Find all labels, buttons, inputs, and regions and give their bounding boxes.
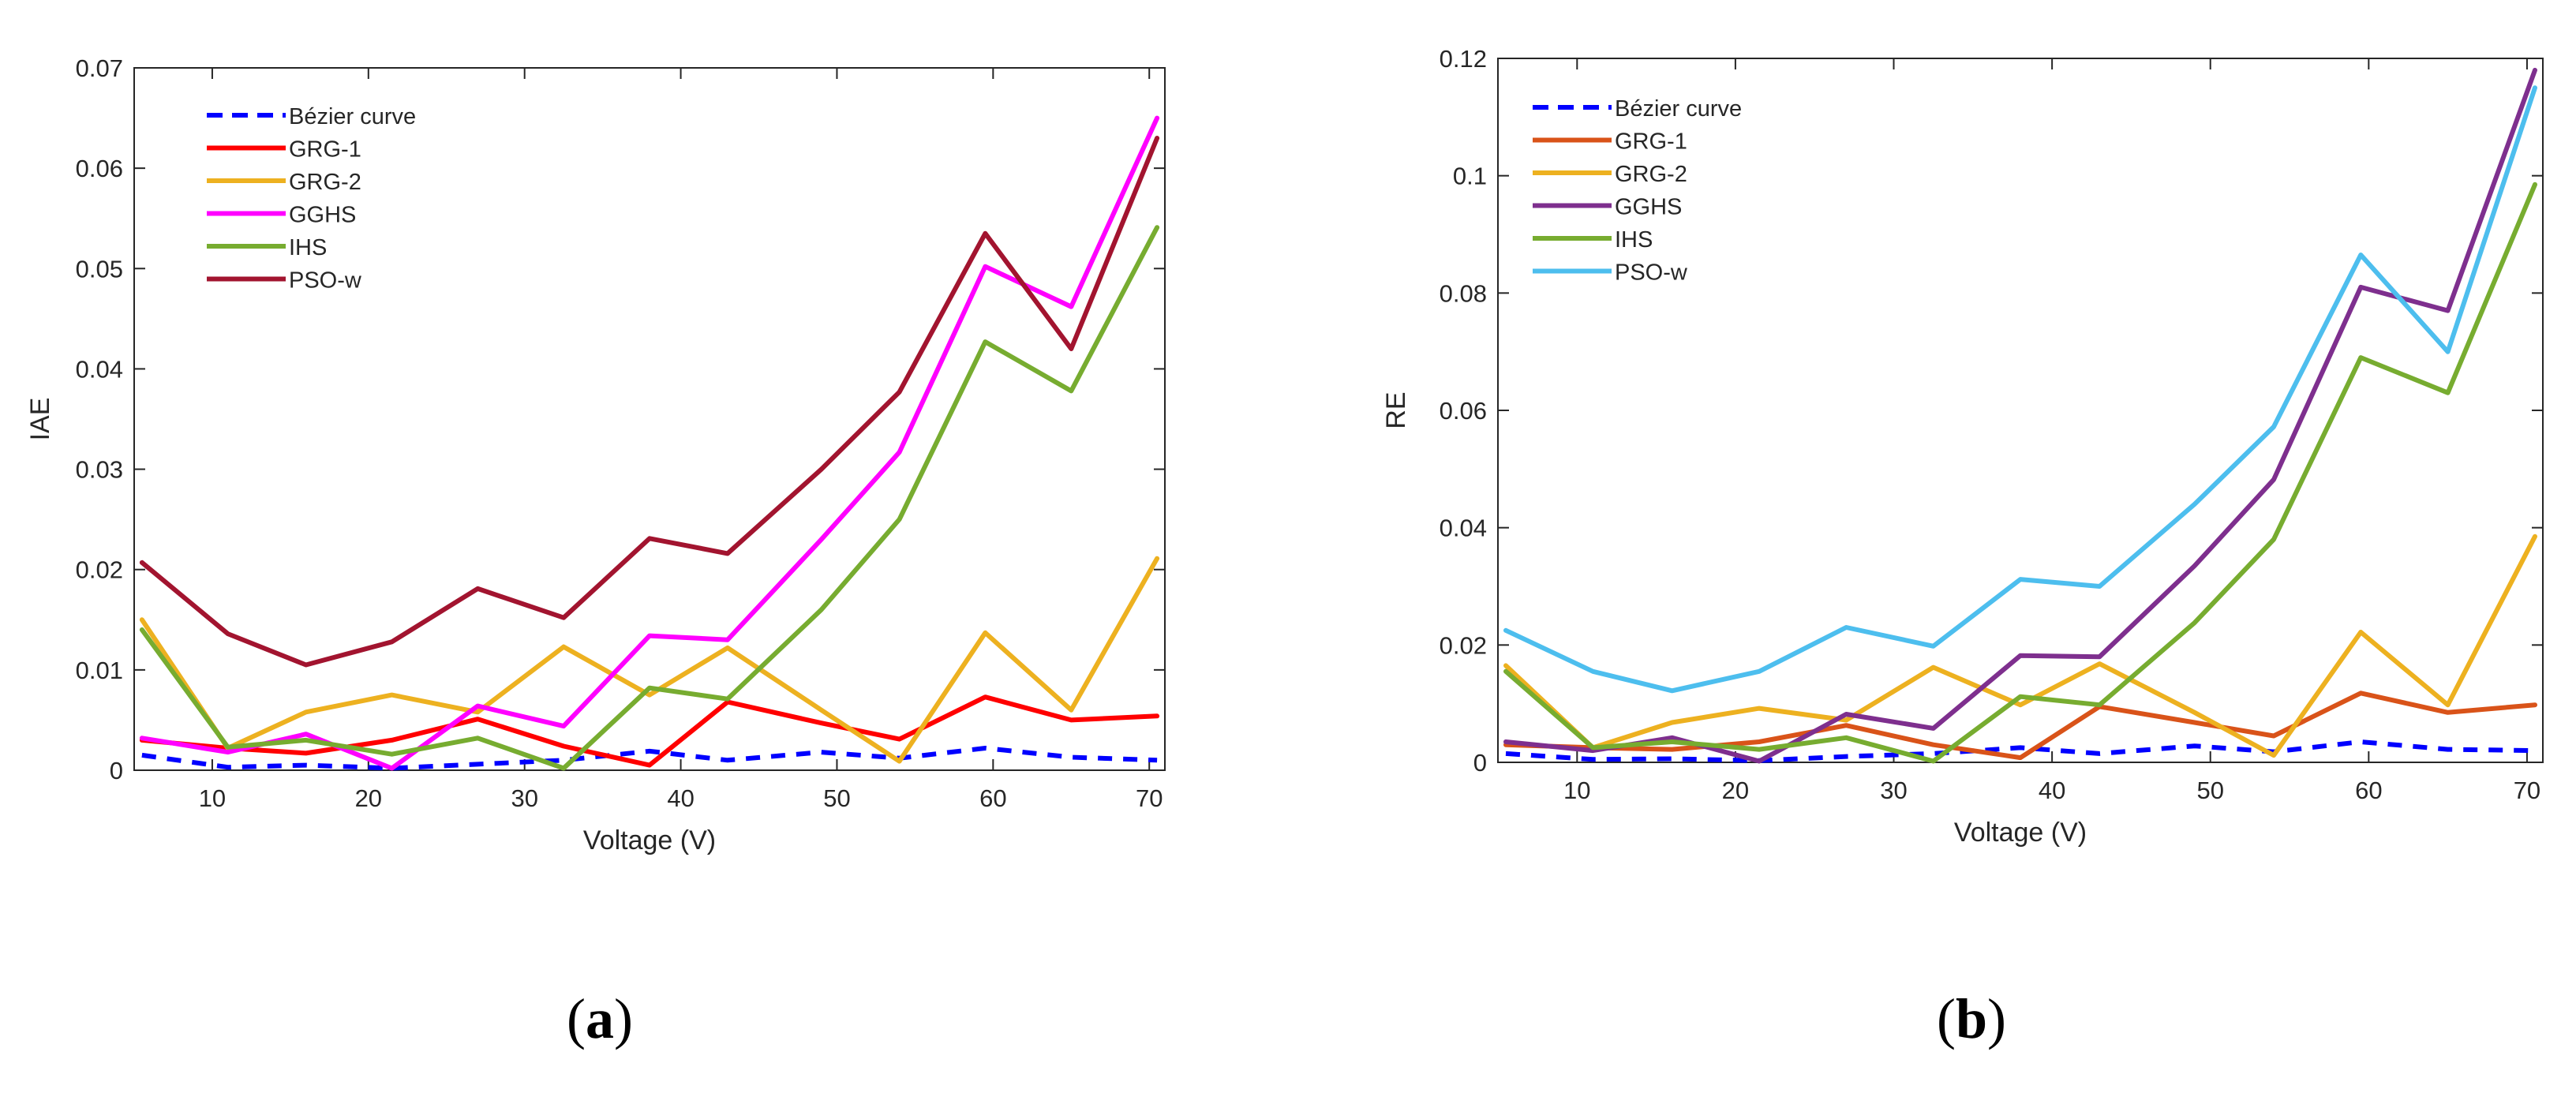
legend-a: Bézier curve GRG-1 GRG-2 GGHS IHS PSO-w <box>207 104 416 294</box>
x-axis-label: Voltage (V) <box>1954 818 2087 848</box>
series-line-pso-w <box>139 136 1160 668</box>
legend-label: IHS <box>289 235 327 260</box>
x-tick-label: 70 <box>2514 777 2540 804</box>
x-tick-label: 20 <box>355 784 382 812</box>
legend-label: GRG-1 <box>289 137 361 163</box>
series-line-grg-2 <box>1503 533 2537 758</box>
chart-panel-a: 0 0.01 0.02 0.03 0.04 0.05 0.06 0.07 10 20 30 40 50 6… <box>25 54 1166 855</box>
legend-b: Bézier curve GRG-1 GRG-2 GGHS IHS PSO-w <box>1533 96 1742 286</box>
legend-label: GRG-1 <box>1615 129 1687 155</box>
series-line-b-zier-curve <box>1505 739 2536 763</box>
x-tick-label: 40 <box>2039 777 2065 804</box>
y-tick-label: 0.06 <box>1440 397 1487 425</box>
legend-label: Bézier curve <box>289 104 416 129</box>
x-tick-label: 30 <box>511 784 537 812</box>
legend-label: PSO-w <box>289 268 362 294</box>
series-line-ihs <box>1503 182 2537 764</box>
y-tick-label: 0.03 <box>76 456 123 484</box>
y-tick-label: 0.02 <box>76 556 123 584</box>
panel-caption-b: (b) <box>1936 987 2006 1050</box>
legend-label: GRG-2 <box>289 170 361 195</box>
y-tick-label: 0.1 <box>1453 163 1487 190</box>
series-line-grg-2 <box>139 556 1160 764</box>
series-line-grg-1 <box>1503 691 2537 761</box>
y-tick-label: 0.02 <box>1440 631 1487 659</box>
series-line-gghs <box>1503 67 2537 764</box>
y-tick-label: 0.06 <box>76 155 123 182</box>
panel-caption-a: (a) <box>567 987 633 1050</box>
series-line-gghs <box>139 115 1160 771</box>
chart-panel-b: 0 0.02 0.04 0.06 0.08 0.1 0.12 10 20 30 40 50 60 70 Vo… <box>1381 45 2544 848</box>
legend-label: PSO-w <box>1615 260 1688 286</box>
y-tick-label: 0.04 <box>1440 515 1487 542</box>
y-tick-label: 0 <box>110 757 123 784</box>
x-tick-label: 50 <box>2196 777 2223 804</box>
legend-label: IHS <box>1615 227 1653 253</box>
y-tick-label: 0.07 <box>76 54 123 82</box>
x-tick-label: 70 <box>1136 784 1163 812</box>
x-tick-label: 20 <box>1722 777 1749 804</box>
x-tick-label: 10 <box>1563 777 1590 804</box>
y-axis-label: IAE <box>25 398 55 441</box>
series-line-pso-w <box>1503 85 2537 694</box>
series-line-ihs <box>139 225 1160 771</box>
legend-label: Bézier curve <box>1615 96 1742 122</box>
x-tick-label: 50 <box>823 784 850 812</box>
y-tick-label: 0 <box>1473 749 1487 777</box>
x-tick-label: 40 <box>667 784 694 812</box>
plot-area-a <box>133 67 1166 771</box>
y-tick-label: 0.08 <box>1440 279 1487 307</box>
x-tick-label: 10 <box>199 784 226 812</box>
legend-label: GGHS <box>289 203 356 228</box>
y-axis-label: RE <box>1381 391 1411 429</box>
series-line-b-zier-curve <box>141 746 1158 771</box>
y-tick-label: 0.04 <box>76 355 123 383</box>
x-tick-label: 60 <box>2355 777 2382 804</box>
y-tick-label: 0.01 <box>76 657 123 684</box>
legend-label: GRG-2 <box>1615 162 1687 187</box>
legend-label: GGHS <box>1615 195 1682 220</box>
y-tick-label: 0.05 <box>76 255 123 283</box>
series-line-grg-1 <box>139 694 1160 768</box>
x-tick-label: 30 <box>1880 777 1907 804</box>
y-tick-label: 0.12 <box>1440 45 1487 73</box>
x-tick-label: 60 <box>979 784 1006 812</box>
x-axis-label: Voltage (V) <box>583 825 716 855</box>
